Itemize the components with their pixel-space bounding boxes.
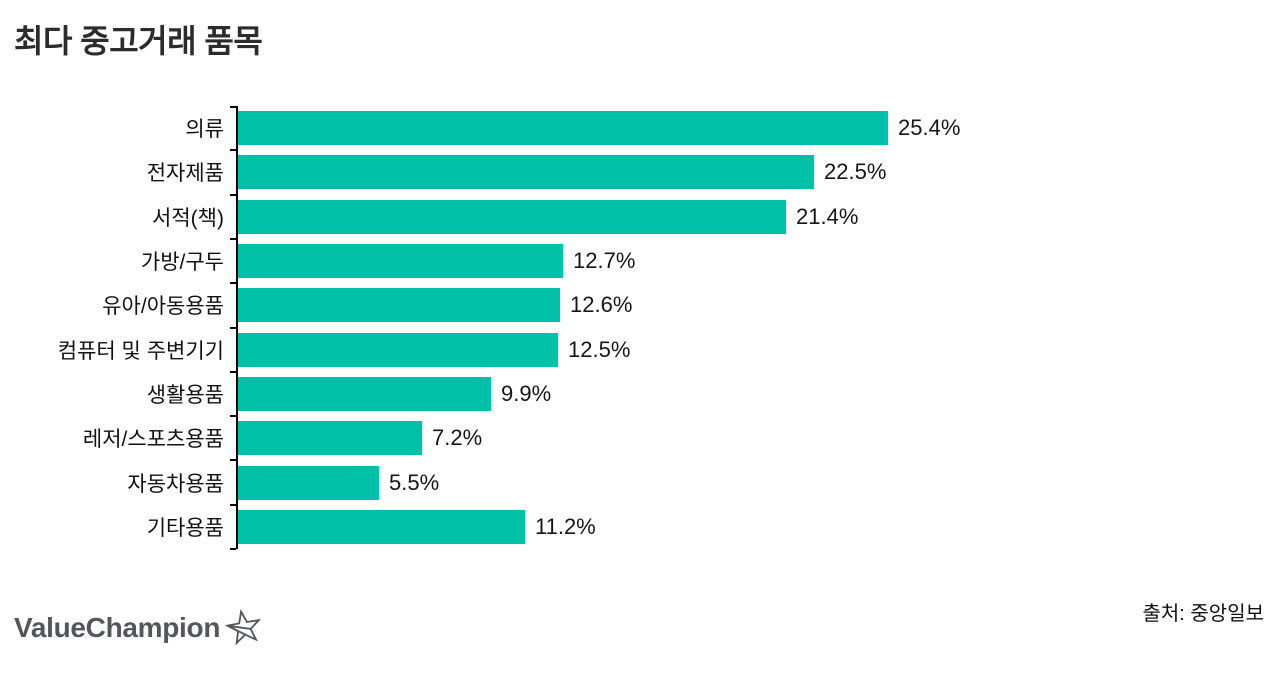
axis-tick — [230, 548, 236, 550]
axis-tick — [230, 504, 236, 506]
axis-tick — [230, 194, 236, 196]
axis-tick — [230, 106, 236, 108]
category-label: 생활용품 — [146, 383, 224, 407]
axis-tick — [230, 459, 236, 461]
axis-tick — [230, 415, 236, 417]
value-label: 7.2% — [432, 425, 483, 451]
valuechampion-logo: ValueChampion — [14, 608, 264, 648]
chart-row: 생활용품 9.9% — [0, 371, 1280, 417]
category-label: 가방/구두 — [140, 251, 224, 275]
logo-text: ValueChampion — [14, 612, 221, 643]
chart-row: 유아/아동용품 12.6% — [0, 283, 1280, 328]
value-label: 11.2% — [535, 513, 596, 539]
plot-area: 12.6% — [236, 283, 1280, 328]
category-label: 서적(책) — [152, 206, 224, 230]
plot-area: 21.4% — [236, 194, 1280, 239]
plot-area: 12.7% — [236, 238, 1280, 284]
value-label: 25.4% — [898, 115, 961, 141]
category-label: 유아/아동용품 — [102, 295, 224, 319]
value-label: 5.5% — [389, 469, 440, 495]
category-label: 전자제품 — [146, 162, 224, 186]
value-label: 21.4% — [796, 203, 859, 229]
category-label: 의류 — [185, 118, 224, 142]
category-label: 레저/스포츠용품 — [82, 428, 224, 452]
chart-row: 전자제품 22.5% — [0, 150, 1280, 195]
chart-row: 서적(책) 21.4% — [0, 194, 1280, 239]
chart-row: 가방/구두 12.7% — [0, 238, 1280, 284]
bar — [238, 288, 560, 323]
value-label: 12.7% — [573, 248, 636, 274]
bar — [238, 509, 525, 544]
category-label: 자동차용품 — [127, 472, 224, 496]
bar — [238, 244, 563, 279]
bar — [238, 155, 814, 190]
axis-tick — [230, 282, 236, 284]
bar — [238, 199, 786, 234]
value-label: 12.5% — [568, 336, 631, 362]
plot-area: 12.5% — [236, 327, 1280, 372]
value-label: 22.5% — [824, 159, 887, 185]
bar — [238, 111, 888, 146]
star-icon — [224, 608, 262, 646]
bar — [238, 421, 422, 456]
axis-tick — [230, 149, 236, 151]
value-label: 12.6% — [570, 292, 633, 318]
chart-row: 자동차용품 5.5% — [0, 460, 1280, 505]
source-attribution: 출처: 중앙일보 — [1142, 603, 1264, 625]
chart-row: 기타용품 11.2% — [0, 504, 1280, 549]
chart-title: 최다 중고거래 품목 — [14, 23, 263, 59]
plot-area: 22.5% — [236, 150, 1280, 195]
value-label: 9.9% — [501, 380, 552, 406]
bar — [238, 376, 491, 411]
chart-row: 컴퓨터 및 주변기기 12.5% — [0, 327, 1280, 372]
bar-chart: 의류 25.4% 전자제품 22.5% 서적(책) 21.4% 가방/구두 12.7% 유아/아… — [0, 106, 1280, 550]
axis-tick — [230, 371, 236, 373]
category-label: 컴퓨터 및 주변기기 — [57, 339, 224, 363]
category-label: 기타용품 — [146, 516, 224, 540]
chart-row: 레저/스포츠용품 7.2% — [0, 416, 1280, 461]
axis-tick — [230, 327, 236, 329]
plot-area: 25.4% — [236, 106, 1280, 151]
plot-area: 5.5% — [236, 460, 1280, 505]
chart-row: 의류 25.4% — [0, 106, 1280, 151]
plot-area: 7.2% — [236, 416, 1280, 461]
bar — [238, 332, 558, 367]
bar — [238, 465, 379, 500]
plot-area: 11.2% — [236, 504, 1280, 549]
axis-tick — [230, 238, 236, 240]
plot-area: 9.9% — [236, 371, 1280, 417]
